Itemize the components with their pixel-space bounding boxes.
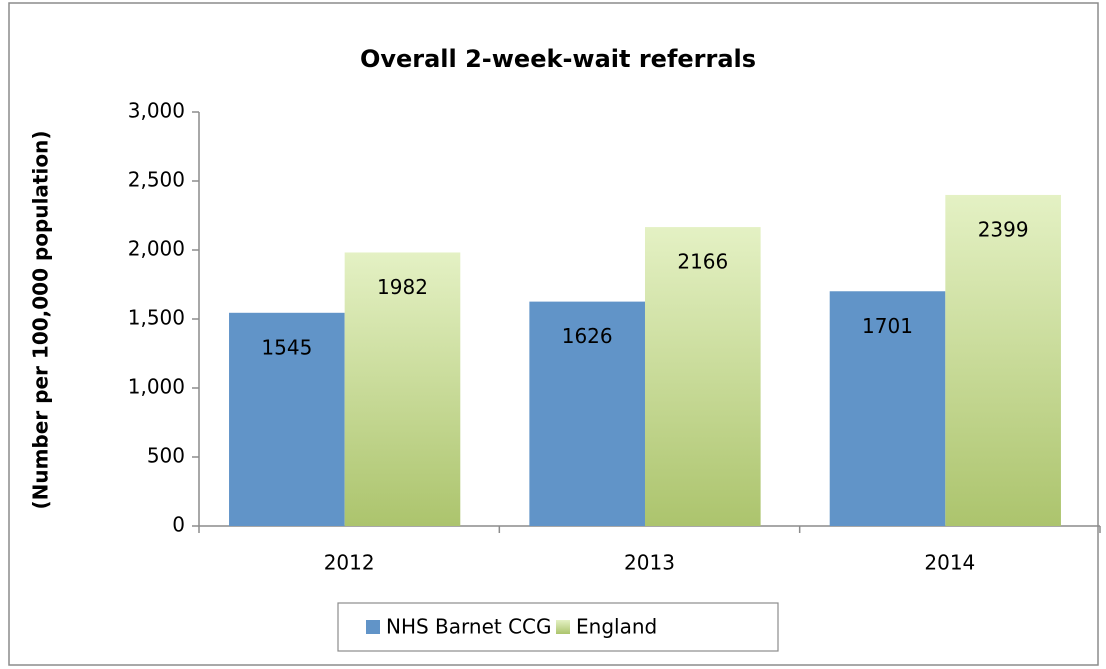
y-tick-label: 1,000: [128, 375, 185, 399]
legend-swatch: [556, 620, 570, 634]
y-tick-label: 2,000: [128, 237, 185, 261]
legend-label: NHS Barnet CCG: [386, 615, 552, 639]
bar: [829, 291, 946, 526]
y-tick-label: 0: [172, 513, 185, 537]
y-tick-label: 2,500: [128, 168, 185, 192]
bar: [644, 227, 761, 527]
value-label: 1626: [562, 324, 613, 348]
bar: [945, 194, 1061, 527]
y-axis-label: (Number per 100,000 population): [29, 131, 53, 510]
value-label: 2166: [677, 250, 728, 274]
bar: [529, 301, 645, 526]
y-tick-label: 1,500: [128, 306, 185, 330]
chart-title: Overall 2-week-wait referrals: [360, 45, 756, 73]
value-label: 2399: [978, 217, 1029, 241]
x-tick-label: 2013: [624, 551, 675, 575]
value-label: 1982: [377, 275, 428, 299]
bar: [344, 252, 461, 526]
value-label: 1701: [862, 314, 913, 338]
x-tick-label: 2012: [324, 551, 375, 575]
legend-label: England: [576, 615, 657, 639]
y-tick-label: 500: [147, 444, 185, 468]
bar: [229, 312, 345, 526]
value-label: 1545: [261, 335, 312, 359]
y-tick-label: 3,000: [128, 99, 185, 123]
legend-swatch: [366, 620, 380, 634]
x-tick-label: 2014: [924, 551, 975, 575]
